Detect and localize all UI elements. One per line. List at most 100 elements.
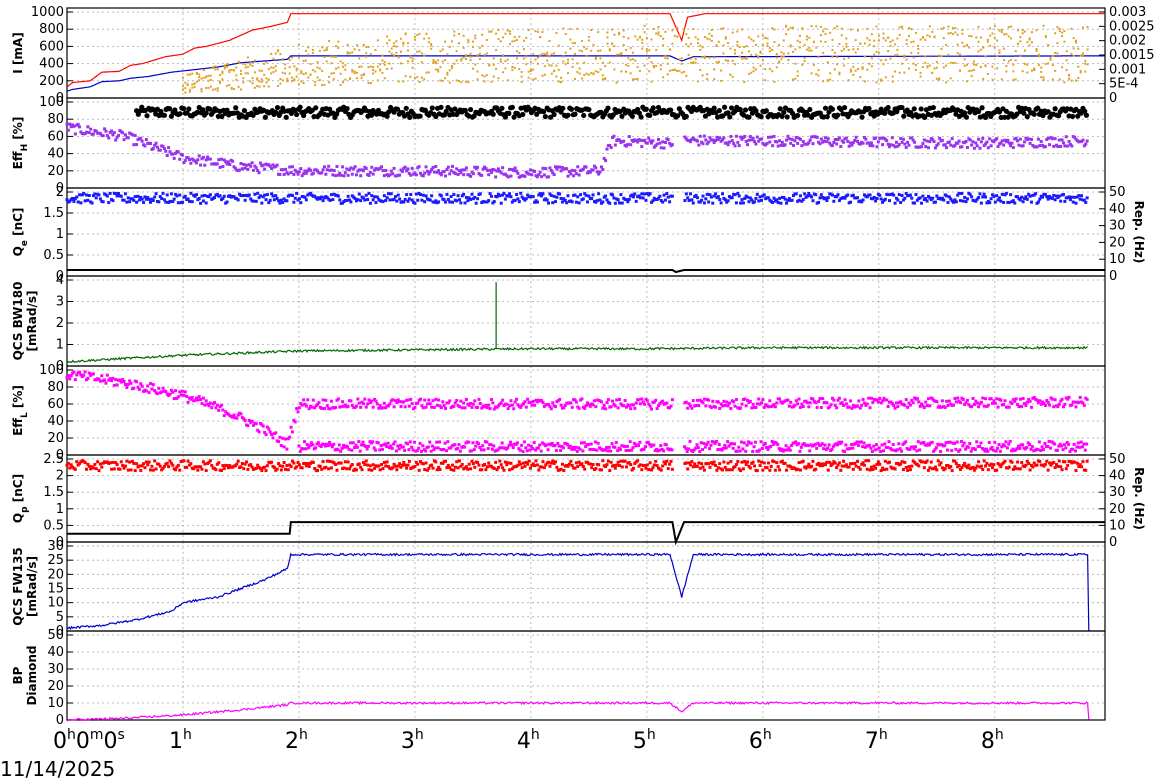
data-point	[1060, 397, 1064, 401]
data-point	[480, 173, 484, 177]
data-point	[478, 445, 482, 449]
data-point	[550, 72, 553, 75]
data-point	[945, 146, 949, 150]
data-point	[208, 157, 212, 161]
data-point	[663, 462, 667, 466]
data-point	[318, 67, 321, 70]
data-point	[403, 405, 407, 409]
data-point	[1052, 144, 1056, 148]
data-point	[488, 30, 491, 33]
data-point	[992, 194, 996, 198]
data-point	[392, 405, 396, 409]
data-point	[451, 40, 454, 43]
data-point	[326, 443, 330, 447]
data-point	[215, 462, 219, 466]
data-point	[934, 446, 938, 450]
data-point	[209, 85, 212, 88]
data-point	[181, 200, 185, 204]
data-point	[114, 192, 118, 196]
data-point	[939, 405, 943, 409]
data-point	[597, 172, 601, 176]
data-point	[344, 68, 347, 71]
data-point	[364, 459, 368, 463]
data-point	[904, 440, 908, 444]
data-point	[125, 200, 129, 204]
data-point	[620, 465, 624, 469]
data-point	[701, 401, 705, 405]
data-point	[476, 165, 480, 169]
data-point	[946, 464, 950, 468]
data-point	[376, 39, 379, 42]
data-point	[899, 462, 903, 466]
data-point	[555, 195, 559, 199]
data-point	[1059, 399, 1063, 403]
data-point	[742, 107, 749, 113]
data-point	[464, 54, 467, 57]
y-tick-label: 1.5	[43, 485, 64, 500]
data-point	[335, 468, 339, 472]
data-point	[236, 459, 240, 463]
data-point	[197, 395, 201, 399]
data-point	[1074, 469, 1078, 473]
data-point	[991, 466, 995, 470]
data-point	[471, 441, 475, 445]
data-point	[709, 443, 713, 447]
data-point	[868, 144, 872, 148]
data-point	[417, 113, 423, 119]
data-point	[137, 387, 141, 391]
data-point	[199, 201, 203, 205]
data-point	[608, 143, 612, 147]
right-tick-label: 0.0015	[1109, 48, 1155, 63]
data-point	[448, 465, 452, 469]
data-point	[961, 444, 965, 448]
data-point	[161, 112, 168, 118]
data-point	[894, 140, 898, 144]
data-point	[193, 398, 197, 402]
data-point	[364, 445, 368, 449]
data-point	[654, 398, 658, 402]
data-point	[851, 141, 855, 145]
data-point	[553, 444, 557, 448]
data-point	[921, 404, 925, 408]
data-point	[314, 446, 318, 450]
data-point	[648, 56, 651, 59]
data-point	[940, 466, 944, 470]
data-point	[984, 397, 988, 401]
data-point	[437, 68, 440, 71]
data-point	[892, 403, 896, 407]
data-point	[101, 134, 105, 138]
data-point	[540, 194, 544, 198]
data-point	[518, 51, 521, 54]
data-point	[590, 466, 594, 470]
data-point	[469, 52, 472, 55]
data-point	[917, 464, 921, 468]
data-point	[963, 402, 967, 406]
data-point	[666, 138, 670, 142]
data-point	[86, 376, 90, 380]
data-point	[836, 398, 840, 402]
data-point	[574, 172, 578, 176]
data-point	[132, 143, 136, 147]
data-point	[434, 164, 438, 168]
data-point	[153, 143, 157, 147]
data-point	[810, 195, 814, 199]
data-point	[557, 44, 560, 47]
data-point	[573, 466, 577, 470]
data-point	[592, 43, 595, 46]
data-point	[267, 78, 270, 81]
data-point	[1075, 113, 1081, 119]
data-point	[345, 198, 349, 202]
data-point	[999, 398, 1003, 402]
data-point	[534, 448, 538, 452]
data-point	[341, 400, 345, 404]
data-point	[274, 65, 277, 68]
data-point	[837, 199, 841, 203]
data-point	[286, 468, 290, 472]
data-point	[112, 467, 116, 471]
data-point	[230, 69, 233, 72]
data-point	[1021, 396, 1025, 400]
data-point	[518, 448, 522, 452]
data-point	[583, 74, 586, 77]
data-point	[203, 193, 207, 197]
data-point	[908, 447, 912, 451]
